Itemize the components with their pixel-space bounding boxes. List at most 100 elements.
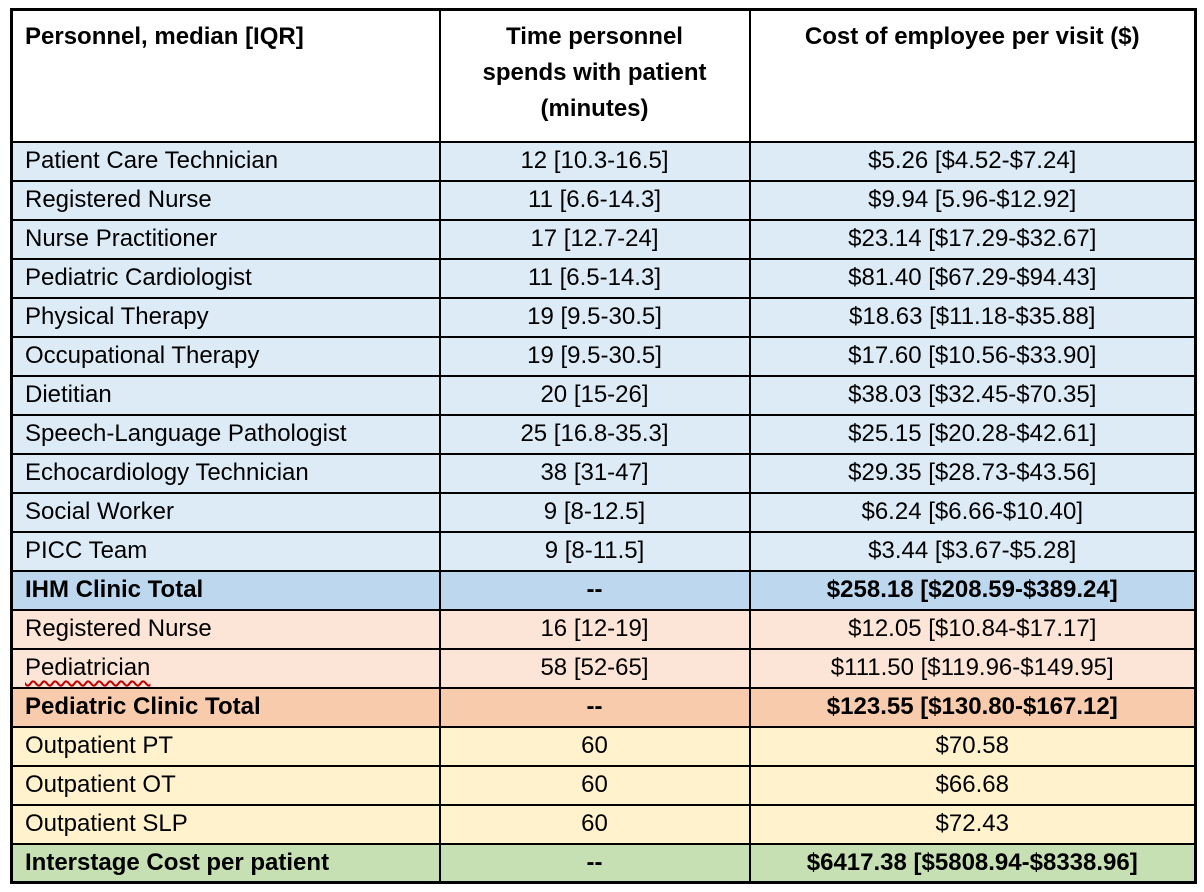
cost-cell: $5.26 [$4.52-$7.24] [748,140,1197,182]
header-row: Personnel, median [IQR] Time personnel s… [10,8,1197,143]
personnel-cost-table: Personnel, median [IQR] Time personnel s… [10,8,1197,884]
cost-cell: $70.58 [748,725,1197,767]
personnel-label: Pediatrician [25,654,151,681]
personnel-cell: PICC Team [10,530,441,572]
table-row: Pediatric Cardiologist 11 [6.5-14.3] $81… [10,257,1197,299]
time-cell: 9 [8-11.5] [438,530,751,572]
cost-cell: $111.50 [$119.96-$149.95] [748,647,1197,689]
time-cell: 17 [12.7-24] [438,218,751,260]
table-row: Outpatient PT 60 $70.58 [10,725,1197,767]
personnel-label: Occupational Therapy [25,342,260,369]
personnel-label: Pediatric Cardiologist [25,264,252,291]
cost-cell: $123.55 [$130.80-$167.12] [748,686,1197,728]
personnel-cell: Pediatric Cardiologist [10,257,441,299]
personnel-cell: Outpatient OT [10,764,441,806]
time-cell: 11 [6.5-14.3] [438,257,751,299]
personnel-label: IHM Clinic Total [25,576,204,603]
personnel-cell: Pediatrician [10,647,441,689]
personnel-cell: Outpatient PT [10,725,441,767]
personnel-label: Nurse Practitioner [25,225,218,252]
table-row: Registered Nurse 11 [6.6-14.3] $9.94 [5.… [10,179,1197,221]
personnel-cell: Pediatric Clinic Total [10,686,441,728]
time-cell: 12 [10.3-16.5] [438,140,751,182]
personnel-cell: Registered Nurse [10,179,441,221]
time-cell: 19 [9.5-30.5] [438,335,751,377]
table-row: Dietitian 20 [15-26] $38.03 [$32.45-$70.… [10,374,1197,416]
table-header: Personnel, median [IQR] Time personnel s… [10,8,1197,143]
personnel-label: Speech-Language Pathologist [25,420,347,447]
personnel-label: Physical Therapy [25,303,209,330]
personnel-label: Registered Nurse [25,186,212,213]
table-row: Registered Nurse 16 [12-19] $12.05 [$10.… [10,608,1197,650]
time-cell: 20 [15-26] [438,374,751,416]
table-row: Outpatient SLP 60 $72.43 [10,803,1197,845]
time-cell: 25 [16.8-35.3] [438,413,751,455]
personnel-cell: Occupational Therapy [10,335,441,377]
cost-cell: $3.44 [$3.67-$5.28] [748,530,1197,572]
cost-cell: $38.03 [$32.45-$70.35] [748,374,1197,416]
time-cell: 16 [12-19] [438,608,751,650]
table-row: Outpatient OT 60 $66.68 [10,764,1197,806]
personnel-cell: Dietitian [10,374,441,416]
table-row: Occupational Therapy 19 [9.5-30.5] $17.6… [10,335,1197,377]
cost-cell: $25.15 [$20.28-$42.61] [748,413,1197,455]
personnel-label: Patient Care Technician [25,147,279,174]
time-cell: 38 [31-47] [438,452,751,494]
time-cell: 60 [438,803,751,845]
table-row: Echocardiology Technician 38 [31-47] $29… [10,452,1197,494]
table-row: Pediatric Clinic Total -- $123.55 [$130.… [10,686,1197,728]
time-cell: 60 [438,764,751,806]
time-cell: 58 [52-65] [438,647,751,689]
personnel-cell: Speech-Language Pathologist [10,413,441,455]
col-header-time-line3: (minutes) [540,95,649,122]
table-row: Social Worker 9 [8-12.5] $6.24 [$6.66-$1… [10,491,1197,533]
personnel-cell: Patient Care Technician [10,140,441,182]
personnel-label: Social Worker [25,498,174,525]
personnel-label: Interstage Cost per patient [25,848,330,876]
table-row: PICC Team 9 [8-11.5] $3.44 [$3.67-$5.28] [10,530,1197,572]
cost-cell: $72.43 [748,803,1197,845]
cost-cell: $29.35 [$28.73-$43.56] [748,452,1197,494]
cost-cell: $9.94 [5.96-$12.92] [748,179,1197,221]
cost-cell: $6.24 [$6.66-$10.40] [748,491,1197,533]
personnel-cell: IHM Clinic Total [10,569,441,611]
cost-cell: $17.60 [$10.56-$33.90] [748,335,1197,377]
col-header-time-line1: Time personnel [506,23,683,50]
table-row: IHM Clinic Total -- $258.18 [$208.59-$38… [10,569,1197,611]
col-header-personnel: Personnel, median [IQR] [10,8,441,143]
personnel-label: PICC Team [25,537,148,564]
personnel-cell: Echocardiology Technician [10,452,441,494]
col-header-time-line2: spends with patient [482,59,707,86]
cost-cell: $81.40 [$67.29-$94.43] [748,257,1197,299]
personnel-cell: Nurse Practitioner [10,218,441,260]
table-row: Nurse Practitioner 17 [12.7-24] $23.14 [… [10,218,1197,260]
cost-cell: $6417.38 [$5808.94-$8338.96] [748,842,1197,884]
cost-cell: $18.63 [$11.18-$35.88] [748,296,1197,338]
personnel-cell: Registered Nurse [10,608,441,650]
personnel-label: Pediatric Clinic Total [25,693,261,720]
time-cell: -- [438,842,751,884]
time-cell: 11 [6.6-14.3] [438,179,751,221]
personnel-label: Outpatient OT [25,771,176,798]
time-cell: -- [438,686,751,728]
table-body: Patient Care Technician 12 [10.3-16.5] $… [10,140,1197,884]
personnel-label: Outpatient SLP [25,810,188,837]
table-row: Pediatrician 58 [52-65] $111.50 [$119.96… [10,647,1197,689]
table-row: Patient Care Technician 12 [10.3-16.5] $… [10,140,1197,182]
personnel-label: Dietitian [25,381,112,408]
cost-cell: $12.05 [$10.84-$17.17] [748,608,1197,650]
col-header-cost: Cost of employee per visit ($) [748,8,1197,143]
time-cell: -- [438,569,751,611]
col-header-time: Time personnel spends with patient (minu… [438,8,751,143]
personnel-cell: Outpatient SLP [10,803,441,845]
cost-cell: $23.14 [$17.29-$32.67] [748,218,1197,260]
table-row: Speech-Language Pathologist 25 [16.8-35.… [10,413,1197,455]
time-cell: 9 [8-12.5] [438,491,751,533]
time-cell: 60 [438,725,751,767]
cost-cell: $66.68 [748,764,1197,806]
time-cell: 19 [9.5-30.5] [438,296,751,338]
cost-cell: $258.18 [$208.59-$389.24] [748,569,1197,611]
personnel-cell: Interstage Cost per patient [10,842,441,884]
personnel-cell: Social Worker [10,491,441,533]
